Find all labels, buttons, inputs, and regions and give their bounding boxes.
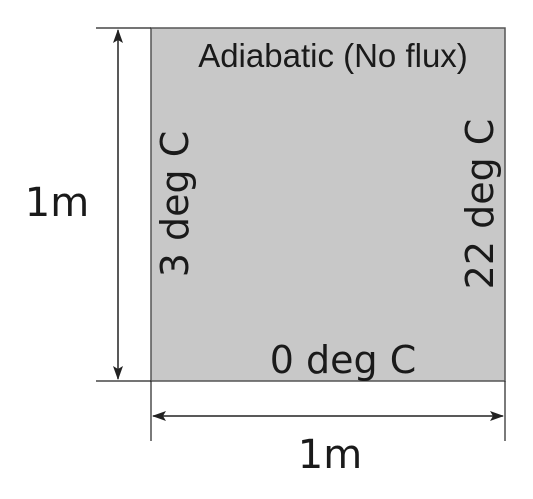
right-boundary-label: 22 deg C [458,119,502,290]
top-boundary-label: Adiabatic (No flux) [198,37,468,74]
square-plate [150,27,506,382]
left-boundary-label: 3 deg C [153,131,197,278]
bottom-boundary-label: 0 deg C [270,338,417,382]
height-dimension-label: 1m [25,180,89,226]
width-dimension-label: 1m [298,432,362,478]
